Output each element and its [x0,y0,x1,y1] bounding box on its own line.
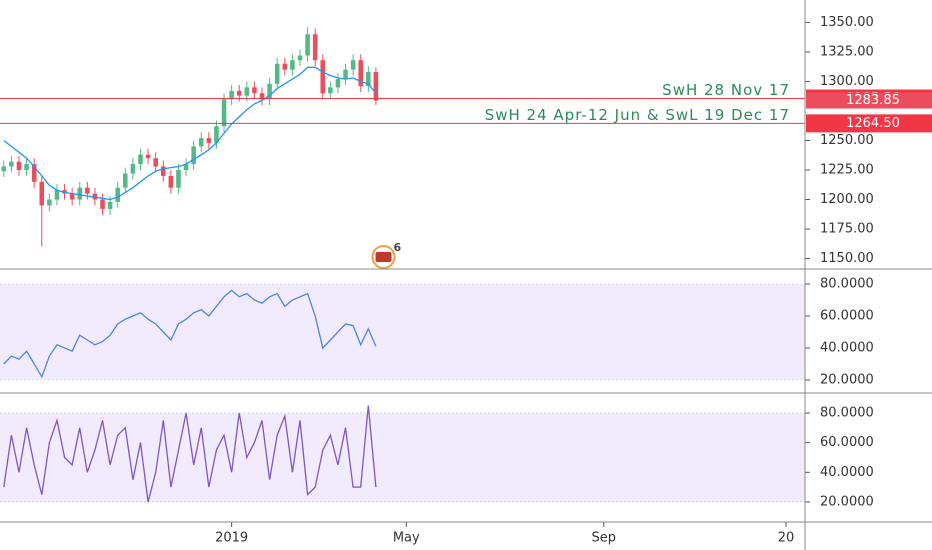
candle-body [305,34,310,56]
candle-body [335,79,341,88]
candle-body [138,154,143,165]
level-name: SwH 28 Nov 17 [662,81,790,99]
candle-body [1,166,7,172]
candle-body [69,193,75,200]
candle-body [282,63,288,70]
indicator-line [3,289,377,379]
candle-body [161,166,166,176]
candle-body [328,87,333,94]
candle-body [290,60,295,70]
candle-body [31,164,37,182]
y-tick-label: 1350.00 [820,15,874,30]
candle-body [274,63,280,84]
last-price-label: 1283.85 [846,93,900,108]
price-box [806,114,932,133]
candle-body [214,126,219,143]
candle-body [297,55,303,61]
x-tick-label: 20 [778,531,795,546]
candle-body [191,146,196,165]
y-tick-label: 60.0000 [820,309,874,324]
candle-body [123,173,128,188]
candle-body [145,154,151,159]
band [0,412,805,502]
price-box-label: 1264.50 [846,116,900,131]
candle-body [366,72,371,87]
candle-body [153,158,158,167]
y-tick-label: 1325.00 [820,44,874,59]
candle-body [259,93,265,100]
y-tick-label: 1300.00 [820,74,874,89]
y-tick-label: 1200.00 [820,192,874,207]
candle-body [221,99,227,127]
candle-body [229,90,234,100]
candle-body [168,175,174,188]
candle-body [320,60,326,94]
event-count: 6 [394,241,402,254]
y-tick-label: 1250.00 [820,133,874,148]
x-tick-label: 2019 [215,531,248,546]
level-name: SwH 24 Apr-12 Jun & SwL 19 Dec 17 [485,106,790,124]
candle-body [16,161,22,171]
candle-body [39,181,45,206]
band [0,284,805,380]
candle-body [9,161,14,167]
y-tick-label: 80.0000 [820,405,874,420]
indicator-line [3,405,377,503]
candle-body [85,187,90,194]
y-tick-label: 20.0000 [820,494,874,509]
candle-body [130,164,136,174]
candle-body [373,72,379,101]
candle-body [183,164,189,171]
candle-body [267,83,272,100]
candle-body [24,164,29,171]
y-tick-label: 80.0000 [820,277,874,292]
candle-body [244,87,250,96]
candle-body [100,199,105,209]
candle-body [252,87,257,94]
candle-body [236,90,242,96]
event-flag [375,252,392,262]
candle-body [176,170,181,188]
candle-body [198,138,204,147]
candle-body [47,199,52,206]
y-tick-label: 1150.00 [820,251,874,266]
candle-body [312,34,318,61]
candle-body [343,69,348,80]
y-tick-label: 60.0000 [820,435,874,450]
y-tick-label: 1225.00 [820,163,874,178]
candle-body [107,201,113,209]
x-tick-label: Sep [591,531,616,546]
x-tick-label: May [393,531,420,546]
candle-body [350,60,356,70]
y-tick-label: 20.0000 [820,373,874,388]
candle-body [54,190,60,200]
y-tick-label: 40.0000 [820,341,874,356]
candle-body [358,60,364,87]
last-price-box [806,92,932,109]
candle-body [206,138,212,143]
candle-body [115,187,120,202]
candle-body [77,187,83,200]
moving-average [3,66,377,201]
y-tick-label: 40.0000 [820,465,874,480]
y-tick-label: 1175.00 [820,222,874,237]
